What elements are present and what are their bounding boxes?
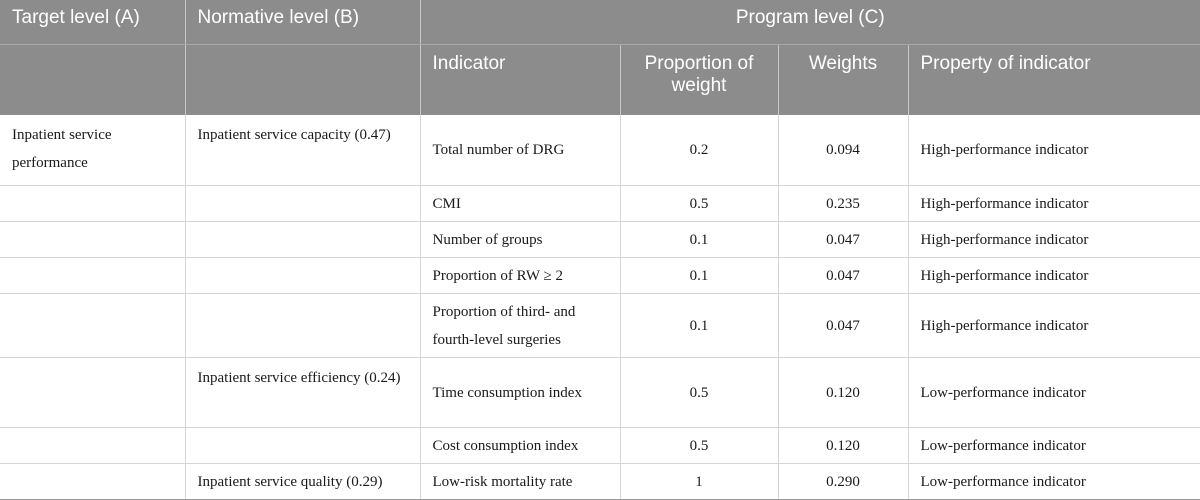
header-indicator: Indicator <box>419 44 620 115</box>
cell-weight: 0.047 <box>777 293 908 358</box>
cell-weight: 0.094 <box>777 115 908 186</box>
table-row: Proportion of third- and fourth-level su… <box>0 293 1200 358</box>
cell-normative <box>184 257 420 294</box>
cell-indicator: Proportion of third- and fourth-level su… <box>419 293 620 358</box>
header-row-columns: Indicator Proportion of weight Weights P… <box>0 44 1200 115</box>
cell-proportion: 0.1 <box>619 293 778 358</box>
cell-proportion: 0.5 <box>619 357 778 428</box>
cell-normative <box>184 427 420 464</box>
cell-indicator: Time consumption index <box>419 357 620 428</box>
header-empty-b <box>184 44 420 115</box>
cell-target <box>0 427 185 464</box>
cell-target <box>0 221 185 258</box>
cell-indicator: Number of groups <box>419 221 620 258</box>
cell-target <box>0 293 185 358</box>
cell-weight: 0.120 <box>777 357 908 428</box>
cell-weight: 0.120 <box>777 427 908 464</box>
table-row: Inpatient service performance Inpatient … <box>0 115 1200 186</box>
cell-target <box>0 257 185 294</box>
header-target-level: Target level (A) <box>0 0 185 45</box>
table-row: Proportion of RW ≥ 2 0.1 0.047 High-perf… <box>0 257 1200 294</box>
cell-indicator: Proportion of RW ≥ 2 <box>419 257 620 294</box>
table-row: Inpatient service efficiency (0.24) Time… <box>0 357 1200 428</box>
cell-target <box>0 463 185 500</box>
cell-weight: 0.235 <box>777 185 908 222</box>
cell-weight: 0.047 <box>777 257 908 294</box>
cell-property: Low-performance indicator <box>907 463 1200 500</box>
header-weights: Weights <box>777 44 908 115</box>
cell-indicator: Low-risk mortality rate <box>419 463 620 500</box>
cell-property: High-performance indicator <box>907 257 1200 294</box>
cell-normative: Inpatient service quality (0.29) <box>184 463 420 500</box>
cell-indicator: Cost consumption index <box>419 427 620 464</box>
cell-indicator: Total number of DRG <box>419 115 620 186</box>
cell-normative <box>184 293 420 358</box>
table-header: Target level (A) Normative level (B) Pro… <box>0 0 1200 115</box>
header-property-of-indicator: Property of indicator <box>907 44 1200 115</box>
cell-property: High-performance indicator <box>907 293 1200 358</box>
table-row: Number of groups 0.1 0.047 High-performa… <box>0 221 1200 258</box>
table-row: CMI 0.5 0.235 High-performance indicator <box>0 185 1200 222</box>
cell-property: Low-performance indicator <box>907 357 1200 428</box>
table-body: Inpatient service performance Inpatient … <box>0 115 1200 500</box>
table-row: Inpatient service quality (0.29) Low-ris… <box>0 463 1200 500</box>
cell-proportion: 0.1 <box>619 221 778 258</box>
header-row-levels: Target level (A) Normative level (B) Pro… <box>0 0 1200 45</box>
cell-normative: Inpatient service capacity (0.47) <box>184 115 420 186</box>
cell-target: Inpatient service performance <box>0 115 185 186</box>
header-proportion-of-weight: Proportion of weight <box>619 44 778 115</box>
cell-property: High-performance indicator <box>907 115 1200 186</box>
cell-indicator: CMI <box>419 185 620 222</box>
cell-target <box>0 185 185 222</box>
header-empty-a <box>0 44 185 115</box>
header-normative-level: Normative level (B) <box>184 0 420 45</box>
cell-property: High-performance indicator <box>907 185 1200 222</box>
cell-proportion: 0.2 <box>619 115 778 186</box>
cell-normative <box>184 185 420 222</box>
cell-proportion: 1 <box>619 463 778 500</box>
cell-normative <box>184 221 420 258</box>
cell-proportion: 0.5 <box>619 427 778 464</box>
cell-property: Low-performance indicator <box>907 427 1200 464</box>
cell-weight: 0.290 <box>777 463 908 500</box>
cell-normative: Inpatient service efficiency (0.24) <box>184 357 420 428</box>
header-program-level: Program level (C) <box>419 0 1200 45</box>
cell-weight: 0.047 <box>777 221 908 258</box>
cell-proportion: 0.5 <box>619 185 778 222</box>
cell-property: High-performance indicator <box>907 221 1200 258</box>
table-row: Cost consumption index 0.5 0.120 Low-per… <box>0 427 1200 464</box>
cell-proportion: 0.1 <box>619 257 778 294</box>
cell-target <box>0 357 185 428</box>
